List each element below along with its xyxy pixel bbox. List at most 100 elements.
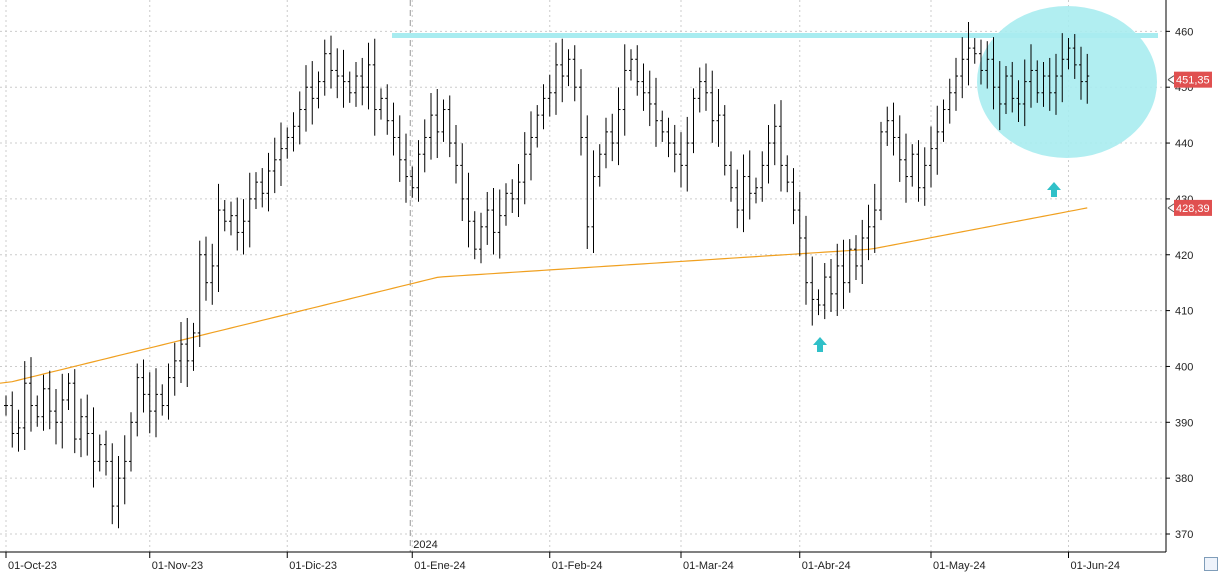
ohlc-bar — [235, 197, 240, 251]
ohlc-bar — [641, 63, 646, 111]
x-tick-label: 01-Jun-24 — [1071, 560, 1121, 572]
chart-options-icon[interactable] — [1204, 557, 1218, 571]
x-tick-label: 01-Oct-23 — [8, 560, 57, 572]
y-tick-label: 420 — [1175, 250, 1193, 262]
ohlc-bar — [72, 369, 77, 454]
ohlc-bar — [735, 169, 740, 229]
ohlc-bar — [166, 363, 171, 420]
ohlc-bar — [279, 122, 283, 186]
ohlc-bar — [47, 370, 52, 430]
ohlc-bar — [304, 65, 308, 132]
ohlc-bar — [547, 74, 552, 117]
ohlc-bar — [997, 61, 1002, 131]
ohlc-bar — [397, 115, 402, 182]
ohlc-bar — [22, 361, 27, 451]
ohlc-bar — [222, 200, 227, 232]
ohlc-bar — [354, 61, 358, 107]
ohlc-bar — [591, 150, 596, 253]
moving-average-tag-bg — [1174, 199, 1212, 216]
ohlc-bar — [679, 132, 683, 188]
ohlc-bar — [572, 45, 577, 102]
ohlc-bar — [85, 394, 90, 456]
ohlc-bar — [310, 61, 315, 125]
x-tick-label: 01-Nov-23 — [152, 560, 203, 572]
y-tick-label: 380 — [1175, 473, 1193, 485]
ohlc-bar — [1022, 59, 1027, 127]
ohlc-bar — [4, 395, 8, 416]
ohlc-bar — [410, 166, 415, 198]
ohlc-bar — [985, 41, 990, 89]
ohlc-bar — [497, 189, 502, 259]
ohlc-bar — [347, 71, 352, 103]
ohlc-bar — [422, 119, 427, 173]
ohlc-bar — [922, 147, 927, 206]
ohlc-bar — [654, 77, 658, 147]
ohlc-bar — [604, 117, 608, 169]
ohlc-bar — [1029, 44, 1033, 108]
ohlc-bar — [541, 84, 546, 130]
ohlc-bar — [935, 105, 940, 175]
ohlc-bar — [885, 106, 890, 146]
ohlc-bar — [504, 183, 508, 226]
ohlc-bar — [335, 48, 340, 99]
ohlc-bar — [160, 384, 165, 416]
ohlc-bar — [872, 183, 877, 253]
ohlc-bar — [1004, 65, 1008, 115]
ohlc-bar — [879, 121, 883, 221]
ohlc-bar — [79, 398, 83, 458]
ohlc-bar — [1047, 57, 1052, 111]
ohlc-bar — [610, 113, 615, 162]
ohlc-bar — [741, 154, 746, 233]
ohlc-bar — [941, 99, 946, 142]
grid-lines — [0, 0, 1166, 552]
ohlc-bar — [266, 152, 271, 212]
ohlc-bar — [966, 21, 971, 86]
ohlc-bar — [285, 127, 290, 159]
ohlc-bar — [991, 37, 996, 110]
ohlc-bar — [66, 373, 71, 411]
ohlc-bar — [766, 124, 771, 184]
ohlc-bar — [929, 126, 933, 188]
y-tick-label: 440 — [1175, 138, 1193, 150]
ohlc-bar — [779, 100, 783, 192]
ohlc-bar — [129, 412, 133, 472]
ohlc-bar — [560, 38, 565, 103]
ohlc-bar — [1016, 80, 1021, 123]
ohlc-bar — [447, 95, 452, 158]
ohlc-bar — [810, 256, 815, 326]
ohlc-bar — [635, 45, 640, 96]
ohlc-bar — [122, 435, 127, 505]
ohlc-bar — [910, 144, 915, 187]
ohlc-bar — [191, 322, 196, 371]
ohlc-bar — [91, 407, 96, 488]
ohlc-bar — [566, 49, 571, 87]
ohlc-bar — [1041, 61, 1046, 107]
ohlc-bar — [260, 168, 265, 208]
ohlc-bar — [510, 179, 515, 213]
ohlc-bar — [660, 110, 665, 142]
ohlc-bar — [460, 143, 465, 222]
ohlc-bar — [785, 155, 790, 193]
ohlc-bar — [791, 168, 796, 225]
ohlc-bar — [947, 78, 952, 124]
ohlc-bar — [797, 191, 802, 257]
ohlc-bar — [891, 102, 896, 156]
ohlc-bar — [41, 374, 46, 431]
ohlc-bar — [835, 243, 840, 316]
ohlc-bar — [485, 191, 490, 245]
ohlc-bar — [35, 395, 40, 427]
ohlc-bar — [972, 38, 977, 64]
ohlc-bar — [297, 91, 302, 145]
highlight-circle — [977, 6, 1157, 158]
ohlc-bar — [829, 258, 833, 312]
last-price-tag: 451,35 — [1176, 75, 1210, 87]
ohlc-bar — [697, 67, 702, 113]
ohlc-bar — [147, 372, 152, 434]
ohlc-bar — [472, 211, 477, 260]
ohlc-bar — [116, 456, 121, 529]
ohlc-bar — [341, 49, 346, 108]
ohlc-bar — [691, 88, 696, 154]
ohlc-bar — [210, 243, 215, 305]
